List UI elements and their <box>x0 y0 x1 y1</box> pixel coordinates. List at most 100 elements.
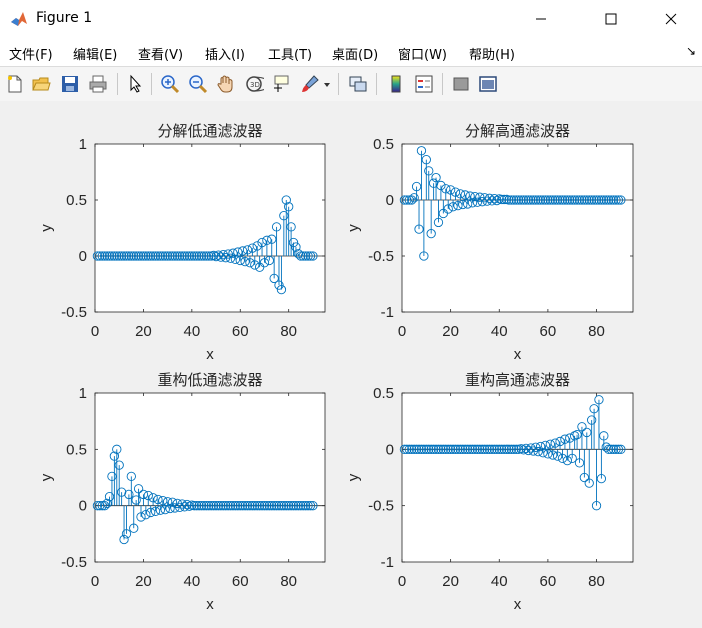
stem-marker <box>170 503 180 513</box>
stem-marker <box>492 444 502 454</box>
x-tick-label: 40 <box>491 323 508 340</box>
menu-insert[interactable]: 插入(I) <box>205 48 245 63</box>
menu-window[interactable]: 窗口(W) <box>398 48 447 63</box>
x-tick-label: 80 <box>588 323 605 340</box>
colorbar-icon[interactable] <box>386 74 406 94</box>
stem-marker <box>582 427 592 438</box>
stem-marker <box>577 422 587 432</box>
stem-marker <box>611 444 621 454</box>
link-plot-icon[interactable] <box>348 74 368 94</box>
stem-marker <box>109 451 120 461</box>
stem-marker <box>489 444 500 454</box>
close-button[interactable] <box>648 0 694 38</box>
show-plot-tools-icon[interactable] <box>478 74 498 94</box>
stem-marker <box>399 195 410 205</box>
data-cursor-icon[interactable] <box>272 74 292 94</box>
toolbar-separator <box>376 73 377 95</box>
stem-marker <box>436 444 446 454</box>
brush-dropdown-icon[interactable] <box>322 74 332 94</box>
stem-marker <box>153 251 163 261</box>
rotate-3d-icon[interactable]: 3D <box>244 74 264 94</box>
stem-marker <box>153 494 163 505</box>
save-icon[interactable] <box>60 74 80 94</box>
stem-marker <box>419 444 429 454</box>
stem-marker <box>167 497 178 507</box>
stem-marker <box>453 200 463 211</box>
new-figure-icon[interactable] <box>5 74 25 94</box>
stem-marker <box>550 438 560 448</box>
stem-marker <box>608 195 619 205</box>
menu-help[interactable]: 帮助(H) <box>469 48 515 63</box>
y-tick-label: 0.5 <box>373 385 394 402</box>
stem-marker <box>92 251 103 261</box>
y-tick-label: 0 <box>386 192 394 209</box>
menu-tools[interactable]: 工具(T) <box>268 48 313 63</box>
stem-marker <box>552 451 563 461</box>
pan-hand-icon[interactable] <box>216 74 236 94</box>
zoom-out-icon[interactable] <box>188 74 208 94</box>
stem-marker <box>218 501 228 511</box>
stem-marker <box>150 251 161 261</box>
menu-bar: 文件(F) 编辑(E) 查看(V) 插入(I) 工具(T) 桌面(D) 窗口(W… <box>0 38 702 66</box>
stem-marker <box>146 251 156 261</box>
stem-marker <box>148 493 158 503</box>
zoom-in-icon[interactable] <box>160 74 180 94</box>
stem-marker <box>518 445 529 455</box>
stem-marker <box>204 251 214 261</box>
axes-4: 0 20 40 60 80 -1 -0.5 0 0.5 重构高通滤波器 x y <box>345 371 634 613</box>
stem-marker <box>604 195 614 205</box>
stem-marker <box>206 501 216 511</box>
menu-view[interactable]: 查看(V) <box>138 48 184 63</box>
stem-marker <box>424 444 434 454</box>
stem-marker <box>574 195 585 205</box>
legend-icon[interactable] <box>414 74 434 94</box>
stem-marker <box>428 178 439 188</box>
select-arrow-icon[interactable] <box>125 74 145 94</box>
stem-marker <box>223 501 233 511</box>
stem-marker <box>136 512 146 522</box>
print-icon[interactable] <box>88 74 108 94</box>
stem-marker <box>572 430 582 440</box>
stem-marker <box>402 444 412 454</box>
stem-marker <box>102 498 112 509</box>
close-icon <box>665 13 677 25</box>
brush-icon[interactable] <box>300 74 320 94</box>
stem-marker <box>516 444 526 454</box>
stem-marker <box>599 431 609 441</box>
stem-marker <box>504 195 514 205</box>
stem-marker <box>557 453 568 463</box>
stem-marker <box>300 501 311 511</box>
stem-marker <box>414 224 424 234</box>
menu-file[interactable]: 文件(F) <box>9 48 53 63</box>
stem-marker <box>555 436 565 447</box>
hide-plot-tools-icon[interactable] <box>451 74 471 94</box>
y-axis-label: y <box>38 473 55 481</box>
stem-marker <box>162 497 173 507</box>
stem-marker <box>511 195 521 205</box>
stem-marker <box>170 251 180 261</box>
menu-edit[interactable]: 编辑(E) <box>73 48 118 63</box>
dock-arrow-icon[interactable]: ↘ <box>685 44 696 58</box>
stem-marker <box>143 490 153 501</box>
stem-marker <box>95 501 105 511</box>
stem-marker <box>533 195 543 205</box>
toolbar-separator <box>442 73 443 95</box>
stem-marker <box>450 444 461 454</box>
stem-marker <box>240 501 250 511</box>
stem-marker <box>448 444 458 454</box>
maximize-button[interactable] <box>588 0 634 38</box>
stem-marker <box>160 251 170 261</box>
y-axis-label: y <box>345 473 362 481</box>
toolbar: 3D <box>0 66 702 102</box>
y-tick-label: -0.5 <box>61 304 87 321</box>
stem-marker <box>555 195 565 205</box>
minimize-button[interactable] <box>518 0 564 38</box>
stem-marker <box>136 251 146 261</box>
open-file-icon[interactable] <box>31 74 51 94</box>
stem-marker <box>100 501 110 511</box>
stem-marker <box>407 444 417 454</box>
stem-marker <box>264 501 274 511</box>
menu-desktop[interactable]: 桌面(D) <box>332 48 379 63</box>
